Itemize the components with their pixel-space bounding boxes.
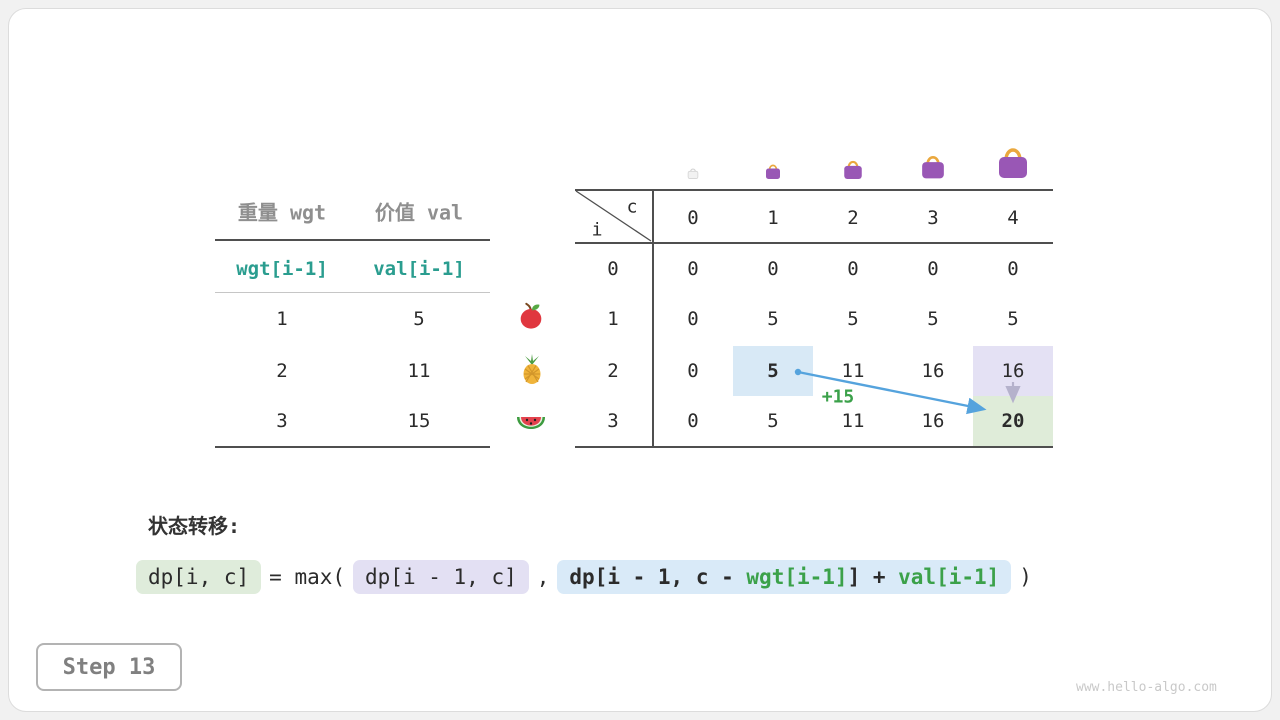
- formula-take-val: val[i-1]: [898, 565, 1000, 589]
- dp-cell: 16: [921, 410, 945, 432]
- watermelon-icon: [517, 417, 545, 429]
- items-formula-val: val[i-1]: [373, 258, 465, 280]
- formula-eq: = max(: [269, 565, 346, 589]
- dp-col-header: 0: [687, 207, 699, 229]
- dp-cell: 0: [687, 410, 699, 432]
- divider: [215, 239, 490, 241]
- bag-icon-small: [766, 164, 780, 179]
- dp-cell: 5: [847, 308, 859, 330]
- bag-icon-empty: [687, 168, 699, 179]
- figure-card: [8, 8, 1272, 712]
- dp-cell: 0: [687, 360, 699, 382]
- formula-comma: ,: [536, 565, 550, 589]
- dp-cell: 5: [767, 410, 779, 432]
- divider: [652, 189, 654, 448]
- watermark: www.hello-algo.com: [1076, 680, 1217, 695]
- items-formula-wgt: wgt[i-1]: [236, 258, 328, 280]
- transition-formula: dp[i, c] = max( dp[i - 1, c] , dp[i - 1,…: [136, 560, 1040, 594]
- dp-cell: 5: [767, 308, 779, 330]
- step-badge: Step 13: [36, 643, 182, 691]
- dp-row-header: 0: [607, 258, 619, 280]
- corner-col-label: c: [626, 196, 638, 218]
- corner-row-label: i: [591, 219, 603, 241]
- item-wgt: 1: [276, 308, 288, 330]
- dp-cell-source: 5: [767, 360, 779, 382]
- dp-cell: 5: [1007, 308, 1019, 330]
- divider: [215, 292, 490, 293]
- bag-icon-medium: [844, 160, 862, 179]
- item-val: 5: [413, 308, 425, 330]
- apple-icon: [520, 302, 542, 329]
- items-header-wgt: 重量 wgt: [237, 200, 327, 225]
- dp-cell: 0: [687, 308, 699, 330]
- dp-cell: 0: [927, 258, 939, 280]
- formula-take-prefix: dp[i - 1, c -: [569, 565, 747, 589]
- dp-cell-keep: 16: [1001, 360, 1025, 382]
- dp-cell: 11: [841, 410, 865, 432]
- formula-take-mid: ] +: [847, 565, 899, 589]
- bag-icon-xlarge: [999, 148, 1027, 178]
- formula-take-wgt: wgt[i-1]: [746, 565, 848, 589]
- items-header-val: 价值 val: [374, 200, 464, 225]
- dp-row-header: 1: [607, 308, 619, 330]
- formula-option-take-box: dp[i - 1, c - wgt[i-1]] + val[i-1]: [557, 560, 1012, 594]
- dp-cell: 11: [841, 360, 865, 382]
- dp-cell: 0: [687, 258, 699, 280]
- bag-icon-large: [922, 155, 944, 179]
- dp-col-header: 4: [1007, 207, 1019, 229]
- dp-col-header: 1: [767, 207, 779, 229]
- dp-cell: 16: [921, 360, 945, 382]
- dp-row-header: 3: [607, 410, 619, 432]
- dp-col-header: 2: [847, 207, 859, 229]
- formula-result-box: dp[i, c]: [136, 560, 262, 594]
- divider: [575, 242, 1053, 244]
- item-val: 11: [407, 360, 431, 382]
- divider: [215, 446, 490, 448]
- pineapple-icon: [523, 354, 541, 384]
- item-wgt: 3: [276, 410, 288, 432]
- dp-cell: 0: [847, 258, 859, 280]
- divider: [575, 189, 1053, 191]
- dp-col-header: 3: [927, 207, 939, 229]
- dp-cell: 0: [767, 258, 779, 280]
- transition-label: 状态转移:: [148, 514, 241, 538]
- formula-option-keep-box: dp[i - 1, c]: [353, 560, 529, 594]
- item-wgt: 2: [276, 360, 288, 382]
- dp-row-header: 2: [607, 360, 619, 382]
- dp-cell: 5: [927, 308, 939, 330]
- dp-cell-result: 20: [1001, 410, 1025, 432]
- plus-value-annotation: +15: [821, 386, 855, 408]
- formula-close-paren: ): [1019, 565, 1032, 589]
- item-val: 15: [407, 410, 431, 432]
- divider: [575, 446, 1053, 448]
- dp-cell: 0: [1007, 258, 1019, 280]
